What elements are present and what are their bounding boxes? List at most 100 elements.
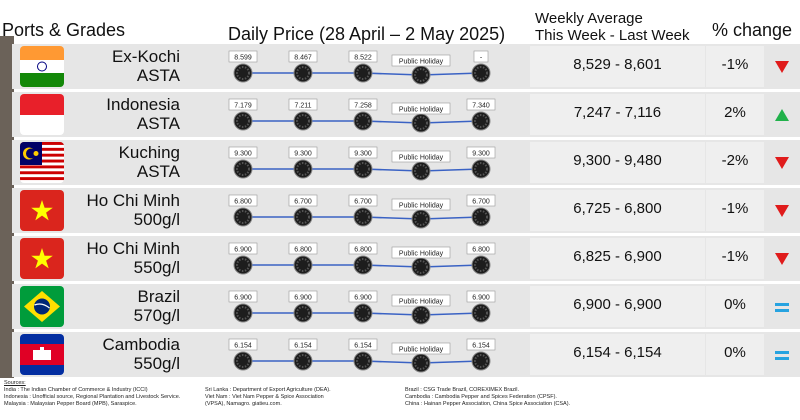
pepper-texture-dot (356, 258, 370, 272)
daily-price-sparkline: 8.599 8.467 8.522 Public Holiday - (228, 50, 491, 85)
port-name: Brazil 570g/l (134, 287, 180, 325)
pepper-point-marker (293, 351, 313, 371)
daily-price-header: Daily Price (28 April – 2 May 2025) (228, 24, 506, 44)
pepper-point-marker (471, 207, 491, 227)
pepper-point-marker (471, 351, 491, 371)
weekly-average-value: 7,247 - 7,116 (573, 104, 662, 121)
pepper-point-marker (471, 63, 491, 83)
pepper-texture-dot (356, 354, 370, 368)
pepper-texture-dot (356, 66, 370, 80)
daily-price-label: 9.300 (234, 150, 252, 157)
pepper-point-marker (293, 63, 313, 83)
daily-price-label: 8.599 (234, 54, 252, 61)
price-label-box (391, 102, 451, 115)
port-name-line1: Ex-Kochi (111, 47, 180, 66)
price-label-box (228, 98, 258, 111)
daily-price-label: 6.900 (294, 294, 312, 301)
pepper-texture-dot (296, 66, 310, 80)
source-item: India : The Indian Chamber of Commerce &… (4, 387, 148, 393)
price-label-box (466, 242, 496, 255)
pepper-point-marker (233, 303, 253, 323)
port-name-line1: Cambodia (102, 335, 181, 354)
daily-price-label: 6.700 (294, 198, 312, 205)
daily-price-label: 7.258 (354, 102, 372, 109)
pct-change-cell (706, 142, 764, 183)
pepper-point-marker (233, 111, 253, 131)
brazil-flag (20, 286, 64, 327)
weekly-average-value: 6,825 - 6,900 (573, 248, 662, 265)
pepper-texture-dot (414, 308, 428, 322)
pepper-point-marker (471, 303, 491, 323)
port-grade-line2: 570g/l (133, 306, 180, 325)
price-label-box (348, 146, 378, 159)
daily-price-label: 6.800 (294, 246, 312, 253)
sources-title: Sources: (4, 380, 26, 386)
daily-price-label: 8.522 (354, 54, 372, 61)
port-name: Cambodia 550g/l (103, 335, 181, 373)
pepper-texture-dot (414, 260, 428, 274)
weekly-average-cell (530, 190, 705, 231)
public-holiday-label: Public Holiday (399, 154, 444, 161)
port-grade-line2: ASTA (136, 162, 180, 181)
malaysia-flag (20, 142, 64, 183)
source-item: Indonesia : Unofficial source, Regional … (4, 394, 181, 400)
daily-price-label: 8.467 (294, 54, 312, 61)
pct-change-value: 2% (724, 104, 746, 121)
daily-price-label: 6.800 (234, 198, 252, 205)
weekly-average-value: 6,900 - 6,900 (573, 296, 662, 313)
port-name: Indonesia ASTA (106, 95, 180, 133)
pepper-texture-dot (414, 164, 428, 178)
pepper-texture-dot (236, 258, 250, 272)
price-label-box (473, 50, 489, 63)
port-grade-line2: ASTA (136, 66, 180, 85)
daily-price-label: 6.800 (472, 246, 490, 253)
pepper-point-marker (293, 159, 313, 179)
pepper-texture-dot (474, 354, 488, 368)
price-label-box (348, 98, 378, 111)
price-label-box (391, 54, 451, 67)
pepper-point-marker (353, 159, 373, 179)
daily-price-label: 9.300 (354, 150, 372, 157)
pepper-texture-dot (296, 210, 310, 224)
pepper-point-marker (233, 207, 253, 227)
down-arrow-icon (775, 61, 789, 73)
price-label-box (391, 198, 451, 211)
price-row: Ho Chi Minh 550g/l 6.900 6.800 6.800 Public H… (0, 235, 800, 282)
pct-change-cell (706, 46, 764, 87)
weekly-average-value: 9,300 - 9,480 (573, 152, 662, 169)
pepper-point-marker (353, 255, 373, 275)
pepper-texture-dot (474, 258, 488, 272)
source-item: Malaysia : Malaysian Pepper Board (MPB),… (4, 401, 137, 407)
price-label-box (348, 290, 378, 303)
price-label-box (228, 338, 258, 351)
daily-price-label: 6.154 (294, 342, 312, 349)
weekly-average-header: Weekly Average This Week - Last Week (535, 10, 690, 44)
vietnam-flag (20, 190, 64, 231)
price-label-box (288, 194, 318, 207)
price-label-box (228, 50, 258, 63)
pct-change-value: -1% (721, 200, 749, 217)
price-label-box (288, 290, 318, 303)
price-label-box (288, 50, 318, 63)
equal-sign-icon (775, 303, 789, 312)
weekly-average-value: 6,725 - 6,800 (573, 200, 662, 217)
weekly-average-cell (530, 142, 705, 183)
price-label-box (288, 146, 318, 159)
pct-change-value: 0% (724, 344, 746, 361)
pepper-point-marker (471, 111, 491, 131)
price-row: Indonesia ASTA 7.179 7.211 7.258 Public Holid… (0, 91, 800, 138)
price-label-box (228, 290, 258, 303)
port-grade-line2: 550g/l (133, 258, 180, 277)
pct-change-cell (706, 190, 764, 231)
pct-change-cell (706, 94, 764, 135)
weekly-average-cell (530, 334, 705, 375)
sources-col1: Sources: India : The Indian Chamber of C… (4, 380, 180, 408)
weekly-average-value: 8,529 - 8,601 (573, 56, 662, 73)
price-label-box (466, 338, 496, 351)
pepper-point-marker (353, 303, 373, 323)
price-row: Cambodia 550g/l 6.154 6.154 6.154 Public Holi… (0, 331, 800, 378)
pepper-texture-dot (414, 212, 428, 226)
pepper-texture-dot (236, 210, 250, 224)
up-arrow-icon (775, 109, 789, 121)
daily-price-label: 9.300 (294, 150, 312, 157)
